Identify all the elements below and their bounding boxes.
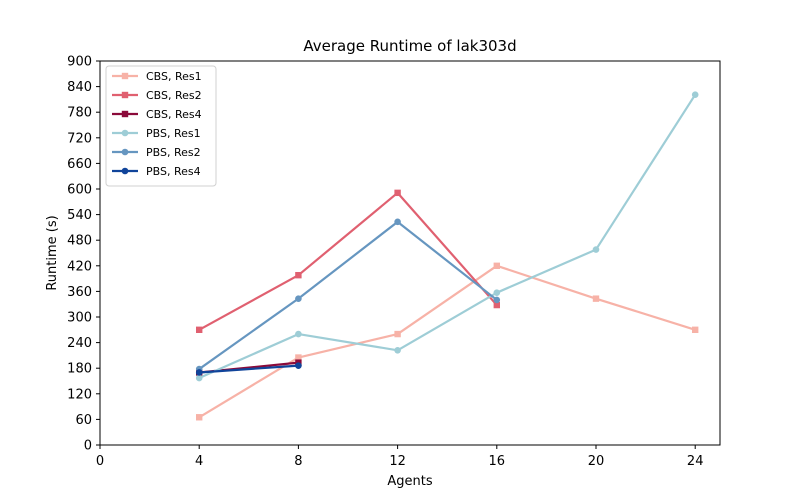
- y-tick-label: 720: [67, 131, 92, 146]
- x-tick-label: 4: [195, 454, 203, 469]
- legend-marker: [121, 167, 129, 175]
- y-tick-label: 240: [67, 336, 92, 351]
- plot-frame: [99, 60, 721, 446]
- y-tick-label: 780: [67, 106, 92, 121]
- y-axis-title: Runtime (s): [45, 215, 60, 290]
- y-tick-label: 360: [67, 285, 92, 300]
- data-point: [394, 330, 401, 338]
- data-point: [592, 246, 600, 253]
- data-point: [295, 295, 302, 302]
- data-point: [295, 271, 302, 279]
- data-point: [295, 330, 302, 338]
- legend-marker: [121, 91, 129, 99]
- series-4: [195, 91, 699, 382]
- y-tick-label: 480: [67, 234, 92, 249]
- data-point: [493, 301, 500, 309]
- x-axis-title: Agents: [387, 474, 432, 489]
- series-line: [198, 220, 498, 371]
- data-point: [195, 374, 203, 382]
- chart-title: Average Runtime of lak303d: [303, 37, 516, 55]
- plot-area: [195, 91, 699, 421]
- x-tick-label: 12: [389, 454, 406, 469]
- x-tick-label: 16: [489, 454, 506, 469]
- series-line: [198, 93, 697, 380]
- data-point: [196, 414, 203, 421]
- series-line: [198, 364, 300, 374]
- legend-marker: [121, 72, 129, 80]
- y-tick-label: 600: [67, 183, 92, 198]
- legend-item: PBS, Res2: [112, 146, 201, 159]
- data-point: [691, 91, 699, 99]
- data-point: [493, 296, 501, 304]
- series-line: [198, 191, 498, 331]
- legend-label: PBS, Res1: [146, 127, 201, 140]
- x-tick-label: 0: [96, 454, 104, 469]
- y-tick-label: 900: [67, 55, 92, 70]
- data-point: [394, 189, 401, 197]
- legend-item: CBS, Res4: [112, 108, 202, 121]
- y-tick-label: 120: [67, 387, 92, 402]
- data-point: [493, 289, 501, 296]
- y-tick-label: 540: [67, 208, 92, 223]
- y-tick-label: 0: [84, 439, 92, 454]
- y-tick-label: 180: [67, 362, 92, 377]
- x-tick-label: 24: [687, 454, 704, 469]
- data-point: [692, 326, 699, 333]
- legend-item: CBS, Res1: [112, 70, 202, 83]
- legend-label: PBS, Res2: [146, 146, 201, 159]
- x-tick-label: 20: [588, 454, 605, 469]
- legend-label: CBS, Res2: [146, 89, 202, 102]
- legend-item: PBS, Res1: [112, 127, 201, 140]
- data-point: [592, 295, 600, 302]
- legend-marker: [121, 148, 129, 156]
- legend-marker: [121, 129, 129, 137]
- axes: 0 4 8 12 16 20 2406012018024030036042048054060…: [67, 55, 721, 469]
- legend-label: CBS, Res4: [146, 108, 202, 121]
- x-tick-label: 8: [294, 454, 302, 469]
- series-6: [195, 362, 302, 376]
- y-tick-label: 840: [67, 80, 92, 95]
- legend-label: CBS, Res1: [146, 70, 202, 83]
- data-point: [394, 218, 401, 226]
- legend-label: PBS, Res4: [146, 165, 201, 178]
- data-point: [196, 326, 203, 333]
- legend: CBS, Res1 CBS, Res2 CBS, Res4 PBS, Res1 PBS,…: [105, 65, 217, 187]
- y-tick-label: 420: [67, 259, 92, 274]
- data-point: [295, 354, 302, 361]
- legend-item: PBS, Res4: [112, 165, 201, 178]
- y-tick-label: 300: [67, 311, 92, 326]
- legend-marker: [121, 110, 129, 118]
- data-point: [394, 346, 401, 354]
- legend-item: CBS, Res2: [112, 89, 202, 102]
- y-tick-label: 60: [75, 413, 92, 428]
- data-point: [195, 369, 203, 376]
- data-point: [493, 262, 500, 269]
- data-point: [295, 362, 302, 369]
- series-2: [196, 189, 500, 333]
- y-tick-label: 660: [67, 157, 92, 172]
